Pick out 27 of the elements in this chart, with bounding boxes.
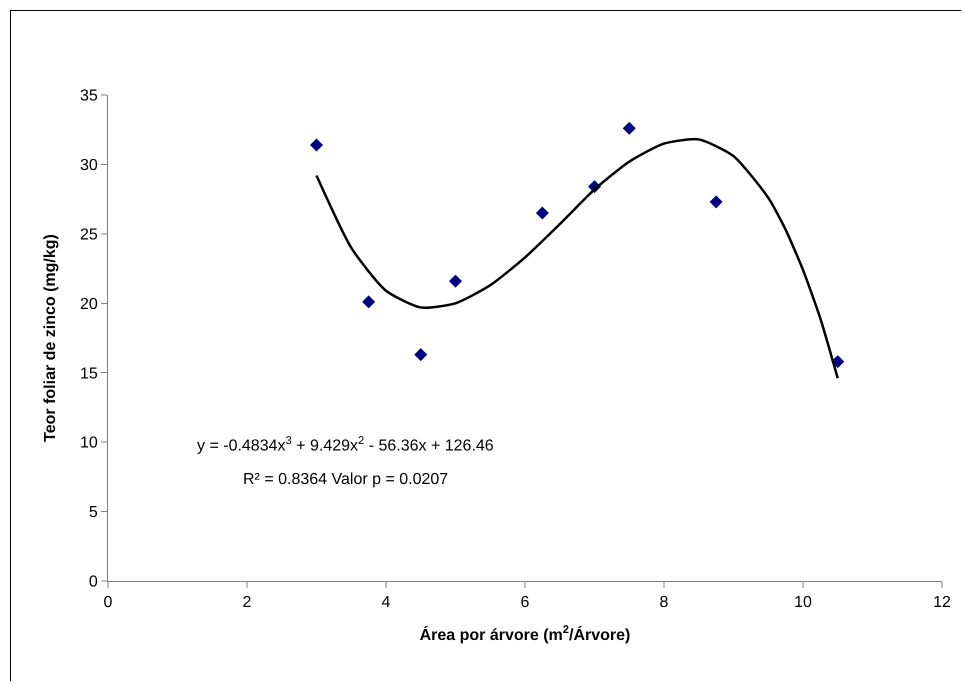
annotation: y = -0.4834x$^{3}$ + 9.429x$^{2}$ - 56.36x + 126.46 (197, 435, 494, 455)
y-axis-title: Teor foliar de zinco (mg/kg) (42, 234, 59, 442)
x-tick-label: 10 (794, 594, 812, 612)
y-tick-label: 35 (80, 88, 98, 105)
x-tick-label: 8 (660, 594, 669, 612)
x-tick-label: 4 (382, 594, 391, 612)
x-tick-label: 0 (104, 594, 113, 612)
point (310, 138, 323, 152)
x-axis-title: Área por árvore (m$^{2}$/Árvore) (420, 624, 630, 644)
y-tick-label: 25 (80, 226, 98, 244)
point (362, 295, 376, 308)
y-tick-label: 15 (80, 365, 98, 382)
x-tick-label: 2 (242, 594, 252, 612)
y-tick-label: 0 (88, 574, 98, 591)
line-series (315, 138, 839, 380)
point (414, 348, 428, 362)
x-tick-label: 6 (520, 594, 530, 612)
point (710, 195, 723, 208)
annotation: R² = 0.8364 Valor p = 0.0207 (243, 471, 448, 488)
y-tick-label: 30 (80, 157, 98, 174)
point (536, 206, 549, 220)
x-tick-label: 12 (933, 594, 951, 612)
point (449, 274, 462, 288)
y-tick-label: 5 (88, 504, 98, 522)
point (622, 122, 636, 135)
y-tick-label: 10 (80, 434, 98, 452)
y-tick-label: 20 (80, 296, 98, 313)
